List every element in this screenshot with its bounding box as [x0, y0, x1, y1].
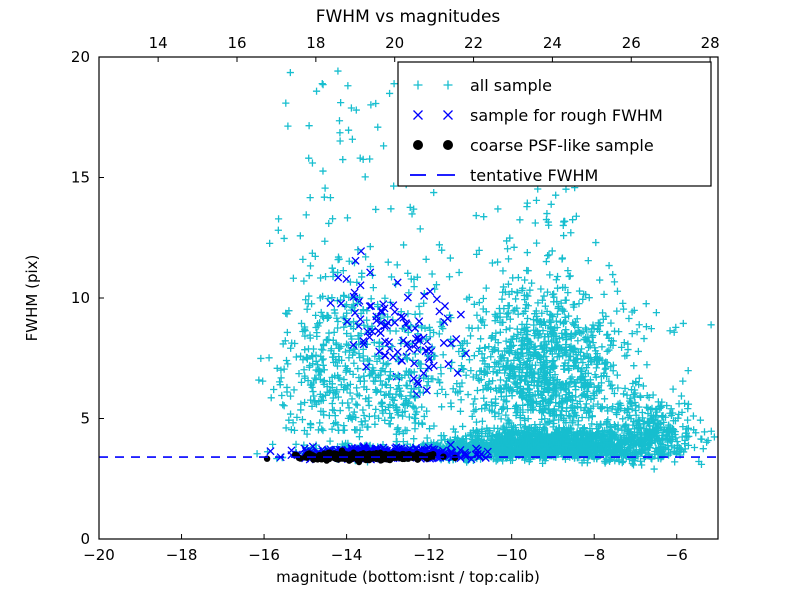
legend-label: tentative FWHM — [470, 166, 598, 185]
svg-text:16: 16 — [227, 34, 246, 52]
legend-label: coarse PSF-like sample — [470, 136, 654, 155]
svg-text:18: 18 — [306, 34, 325, 52]
svg-text:−16: −16 — [248, 546, 280, 564]
svg-text:−18: −18 — [166, 546, 198, 564]
svg-text:28: 28 — [701, 34, 720, 52]
svg-text:20: 20 — [71, 48, 90, 66]
svg-text:15: 15 — [71, 169, 90, 187]
legend-item-tentative-fwhm[interactable]: tentative FWHM — [410, 166, 598, 185]
svg-text:24: 24 — [543, 34, 562, 52]
svg-text:−6: −6 — [666, 546, 688, 564]
bottom-axis-ticks: −20 −18 −16 −14 −12 −10 −8 −6 — [83, 534, 688, 564]
legend-label: sample for rough FWHM — [470, 106, 663, 125]
svg-text:20: 20 — [385, 34, 404, 52]
svg-text:−12: −12 — [413, 546, 445, 564]
legend-box — [397, 61, 712, 187]
legend-item-sample-for-rough-fwhm[interactable]: sample for rough FWHM — [413, 106, 663, 125]
svg-text:−14: −14 — [331, 546, 363, 564]
legend-item-coarse-psf-like-sample[interactable]: coarse PSF-like sample — [413, 136, 654, 155]
svg-text:0: 0 — [80, 530, 90, 548]
svg-text:−10: −10 — [496, 546, 528, 564]
left-axis-ticks: 0 5 10 15 20 — [71, 48, 104, 548]
page-title: FWHM vs magnitudes — [316, 7, 501, 27]
svg-text:−8: −8 — [583, 546, 605, 564]
legend-item-all-sample[interactable]: all sample — [413, 76, 552, 95]
legend-label: all sample — [470, 76, 552, 95]
y-axis-label: FWHM (pix) — [23, 255, 41, 342]
svg-text:10: 10 — [71, 289, 90, 307]
x-axis-label: magnitude (bottom:isnt / top:calib) — [276, 568, 540, 586]
svg-text:22: 22 — [464, 34, 483, 52]
svg-text:5: 5 — [80, 410, 90, 428]
legend-items: all sample sample for rough FWHM coarse PS… — [410, 76, 663, 185]
top-axis-ticks: 14 16 18 20 22 24 26 28 — [149, 34, 720, 62]
svg-text:26: 26 — [622, 34, 641, 52]
svg-text:14: 14 — [149, 34, 168, 52]
legend: all sample sample for rough FWHM coarse PS… — [397, 61, 712, 187]
svg-text:−20: −20 — [83, 546, 115, 564]
